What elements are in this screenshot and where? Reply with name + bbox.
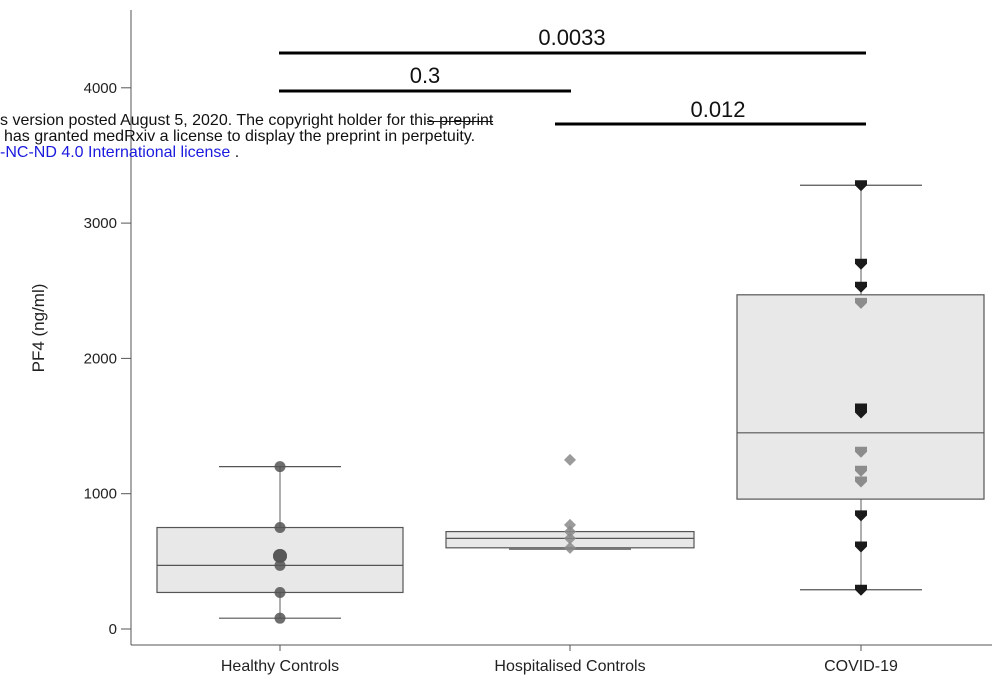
notice-line-3: -NC-ND 4.0 International license .: [0, 145, 493, 161]
data-point: [273, 548, 287, 563]
data-points: [273, 180, 867, 624]
data-point: [855, 297, 867, 309]
x-tick-label: COVID-19: [824, 658, 898, 675]
data-point: [564, 541, 576, 554]
data-point: [564, 532, 576, 545]
data-point: [855, 541, 867, 553]
data-point: [855, 446, 867, 458]
data-point: [855, 476, 867, 488]
data-point: [274, 586, 286, 598]
box-plot-series: [156, 184, 985, 619]
p-value-label: 0.012: [690, 97, 745, 122]
y-tick-label: 4000: [84, 80, 117, 97]
notice-line-1: s version posted August 5, 2020. The cop…: [0, 113, 493, 129]
data-point: [274, 612, 286, 624]
p-value-label: 0.0033: [538, 25, 605, 50]
data-point: [855, 465, 867, 477]
data-point: [564, 453, 576, 466]
p-value-label: 0.3: [410, 63, 441, 88]
y-axis-title: PF4 (ng/ml): [29, 284, 48, 373]
data-point: [564, 525, 576, 538]
axes: 0 1000 2000 3000 4000 Healthy Controls Hospita…: [84, 10, 992, 675]
data-point: [855, 584, 867, 596]
data-point: [274, 461, 286, 473]
data-point: [855, 180, 867, 192]
y-tick-label: 0: [109, 621, 117, 638]
notice-line-1-text: s version posted August 5, 2020. The cop…: [0, 112, 427, 129]
y-tick-label: 3000: [84, 215, 117, 232]
notice-line-2: has granted medRxiv a license to display…: [4, 128, 476, 145]
data-point: [274, 522, 286, 534]
notice-line-3-end: .: [230, 144, 240, 161]
data-point: [855, 258, 867, 270]
license-link[interactable]: -NC-ND 4.0 International license: [0, 144, 231, 161]
box-iqr: [736, 294, 985, 500]
data-point: [564, 518, 576, 531]
notice-strikethrough-text: s preprint: [426, 112, 494, 129]
y-tick-label: 1000: [84, 486, 117, 503]
preprint-notice: s version posted August 5, 2020. The cop…: [0, 113, 493, 161]
data-point: [274, 559, 286, 571]
data-point: [855, 510, 867, 522]
data-point: [855, 407, 867, 419]
x-tick-label: Hospitalised Controls: [494, 658, 645, 675]
x-tick-label: Healthy Controls: [221, 658, 339, 675]
y-tick-label: 2000: [84, 350, 117, 367]
data-point: [855, 281, 867, 293]
significance-brackets: 0.0033 0.3 0.012: [279, 25, 866, 126]
